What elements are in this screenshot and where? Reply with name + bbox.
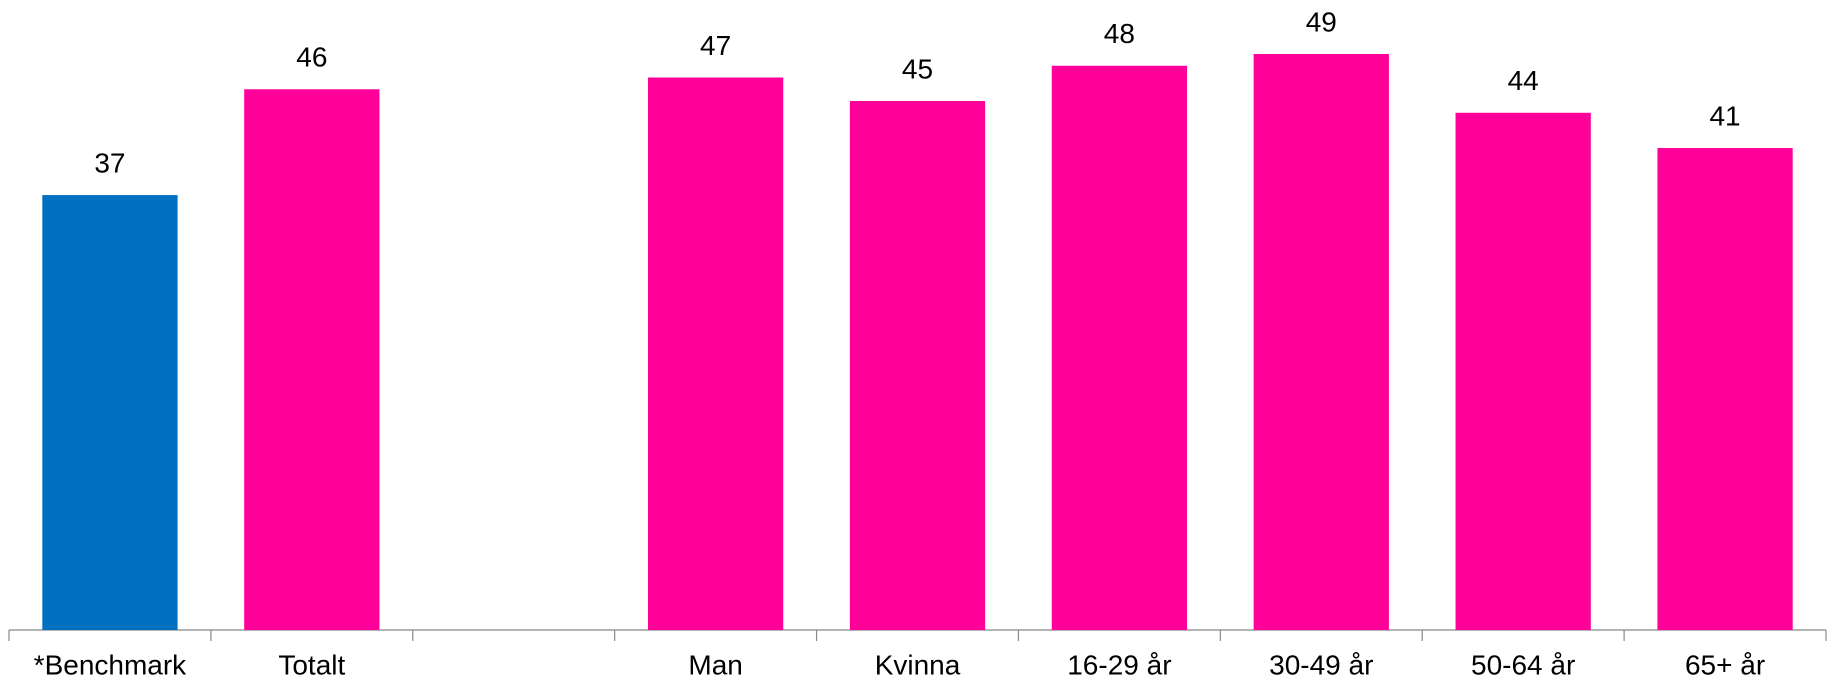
- x-tick-label: Kvinna: [875, 649, 961, 680]
- bar: [1051, 65, 1188, 630]
- bar: [849, 101, 986, 631]
- value-label: 37: [94, 147, 125, 178]
- bar: [42, 195, 178, 630]
- bar: [244, 89, 380, 630]
- value-label: 41: [1709, 100, 1740, 131]
- value-label: 44: [1508, 65, 1539, 96]
- x-tick-label: 50-64 år: [1471, 649, 1575, 680]
- x-tick-label: Totalt: [278, 649, 345, 680]
- value-label: 47: [700, 30, 731, 61]
- x-tick-label: 16-29 år: [1067, 649, 1171, 680]
- bar: [647, 77, 784, 631]
- bar: [1455, 112, 1591, 630]
- x-tick-label: *Benchmark: [34, 649, 188, 680]
- value-label: 49: [1306, 6, 1337, 37]
- bar: [1253, 54, 1389, 630]
- value-label: 48: [1104, 18, 1135, 49]
- value-label: 46: [296, 42, 327, 73]
- x-tick-label: 65+ år: [1685, 649, 1765, 680]
- x-tick-label: 30-49 år: [1269, 649, 1373, 680]
- value-label: 45: [902, 53, 933, 84]
- bar: [1657, 148, 1793, 630]
- x-tick-label: Man: [688, 649, 742, 680]
